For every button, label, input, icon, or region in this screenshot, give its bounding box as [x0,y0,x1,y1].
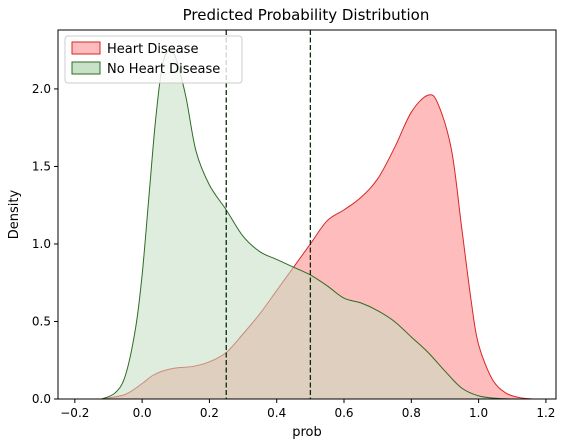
legend-label: Heart Disease [107,42,198,57]
x-axis-label: prob [292,425,322,440]
y-tick-label: 1.0 [32,237,51,251]
x-tick-label: 1.2 [536,406,555,420]
x-tick-label: 0.8 [402,406,421,420]
area-no-heart-disease [101,49,513,400]
plot-area [101,30,533,400]
x-tick-label: 1.0 [469,406,488,420]
density-areas [101,49,533,400]
x-axis-ticks: −0.2 0.0 0.2 0.4 0.6 0.8 1.0 1.2 [60,399,555,420]
y-tick-label: 0.0 [32,392,51,406]
line-no-heart-disease [101,49,513,400]
threshold-lines [225,30,312,399]
legend-swatch [71,61,101,75]
x-tick-label: 0.0 [133,406,152,420]
x-tick-label: 0.4 [267,406,286,420]
y-tick-label: 0.5 [32,314,51,328]
legend: Heart Disease No Heart Disease [64,35,243,84]
plot-frame [57,29,557,400]
legend-label: No Heart Disease [107,62,220,77]
x-tick-label: −0.2 [60,406,89,420]
y-tick-label: 2.0 [32,82,51,96]
chart-title: Predicted Probability Distribution [183,6,430,24]
area-heart-disease [101,94,533,399]
x-tick-label: 0.2 [200,406,219,420]
legend-swatch [71,41,101,55]
y-axis-label: Density [7,189,22,239]
legend-box [64,35,243,84]
x-tick-label: 0.6 [334,406,353,420]
y-tick-label: 1.5 [32,159,51,173]
y-axis-ticks: 0.0 0.5 1.0 1.5 2.0 [32,82,58,406]
